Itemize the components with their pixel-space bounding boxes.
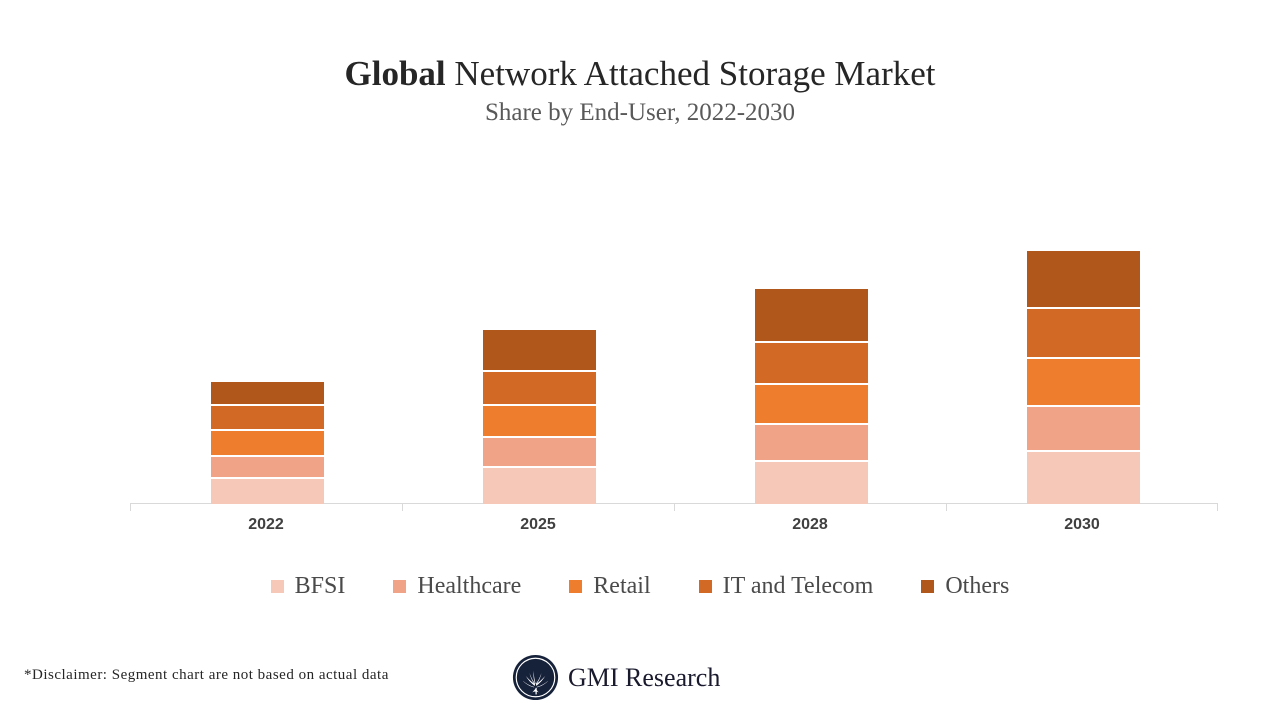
chart-title-light: Network Attached Storage Market (445, 54, 936, 93)
legend-swatch-icon (393, 580, 407, 593)
legend-item-others[interactable]: Others (921, 573, 1009, 600)
bar-group-2022 (130, 160, 402, 504)
bar-segment-it-and-telecom[interactable] (483, 372, 596, 406)
bar-segment-bfsi[interactable] (1027, 452, 1140, 504)
bar-segment-others[interactable] (483, 330, 596, 372)
chart-legend: BFSI Healthcare Retail IT and Telecom Ot… (0, 573, 1280, 600)
legend-item-it-and-telecom[interactable]: IT and Telecom (698, 573, 874, 600)
legend-label: Retail (593, 573, 651, 599)
legend-swatch-icon (921, 580, 935, 593)
disclaimer-text: *Disclaimer: Segment chart are not based… (24, 667, 389, 683)
stacked-bar[interactable] (755, 289, 868, 504)
palm-fan-logo-icon (512, 654, 559, 701)
x-axis-label-2022: 2022 (248, 516, 284, 533)
bar-segment-others[interactable] (1027, 251, 1140, 309)
legend-item-bfsi[interactable]: BFSI (270, 573, 346, 600)
axis-tick (1217, 504, 1218, 511)
bar-segment-retail[interactable] (483, 406, 596, 438)
axis-tick (946, 504, 947, 511)
chart-title-strong: Global (344, 54, 446, 93)
bar-segment-bfsi[interactable] (483, 468, 596, 504)
stacked-bar[interactable] (211, 382, 324, 504)
x-axis-label-2025: 2025 (520, 516, 556, 533)
bar-segment-it-and-telecom[interactable] (211, 406, 324, 431)
bar-segment-healthcare[interactable] (483, 438, 596, 468)
bar-segment-healthcare[interactable] (755, 425, 868, 462)
bar-segment-healthcare[interactable] (211, 457, 324, 479)
bar-segment-bfsi[interactable] (211, 479, 324, 504)
axis-tick (402, 504, 403, 511)
bar-segment-it-and-telecom[interactable] (755, 343, 868, 385)
bar-segment-retail[interactable] (211, 431, 324, 457)
brand-logo: GMI Research (512, 654, 720, 701)
bar-segment-others[interactable] (211, 382, 324, 406)
chart-plot-area (130, 160, 1218, 511)
bar-segment-it-and-telecom[interactable] (1027, 309, 1140, 359)
legend-swatch-icon (270, 580, 284, 593)
x-axis-label-2030: 2030 (1064, 516, 1100, 533)
legend-item-healthcare[interactable]: Healthcare (393, 573, 521, 600)
legend-label: BFSI (294, 573, 346, 599)
x-axis-line (130, 503, 1218, 504)
bar-group-2028 (674, 160, 946, 504)
axis-tick (130, 504, 131, 511)
bar-group-2025 (402, 160, 674, 504)
chart-header: Global Network Attached Storage Market S… (0, 54, 1280, 127)
bar-segment-healthcare[interactable] (1027, 407, 1140, 452)
page-title: Global Network Attached Storage Market (0, 54, 1280, 93)
legend-label: Healthcare (417, 573, 522, 599)
bar-group-2030 (946, 160, 1218, 504)
axis-tick (674, 504, 675, 511)
legend-swatch-icon (698, 580, 712, 593)
bar-segment-retail[interactable] (1027, 359, 1140, 407)
legend-label: IT and Telecom (722, 573, 874, 599)
legend-item-retail[interactable]: Retail (569, 573, 651, 600)
chart-subtitle: Share by End-User, 2022-2030 (484, 99, 796, 127)
bar-segment-retail[interactable] (755, 385, 868, 425)
brand-name: GMI Research (568, 662, 721, 692)
stacked-bar[interactable] (1027, 251, 1140, 504)
legend-swatch-icon (569, 580, 583, 593)
stacked-bar[interactable] (483, 330, 596, 504)
legend-label: Others (945, 573, 1010, 599)
bar-segment-others[interactable] (755, 289, 868, 343)
bar-segment-bfsi[interactable] (755, 462, 868, 504)
x-axis-label-2028: 2028 (792, 516, 828, 533)
